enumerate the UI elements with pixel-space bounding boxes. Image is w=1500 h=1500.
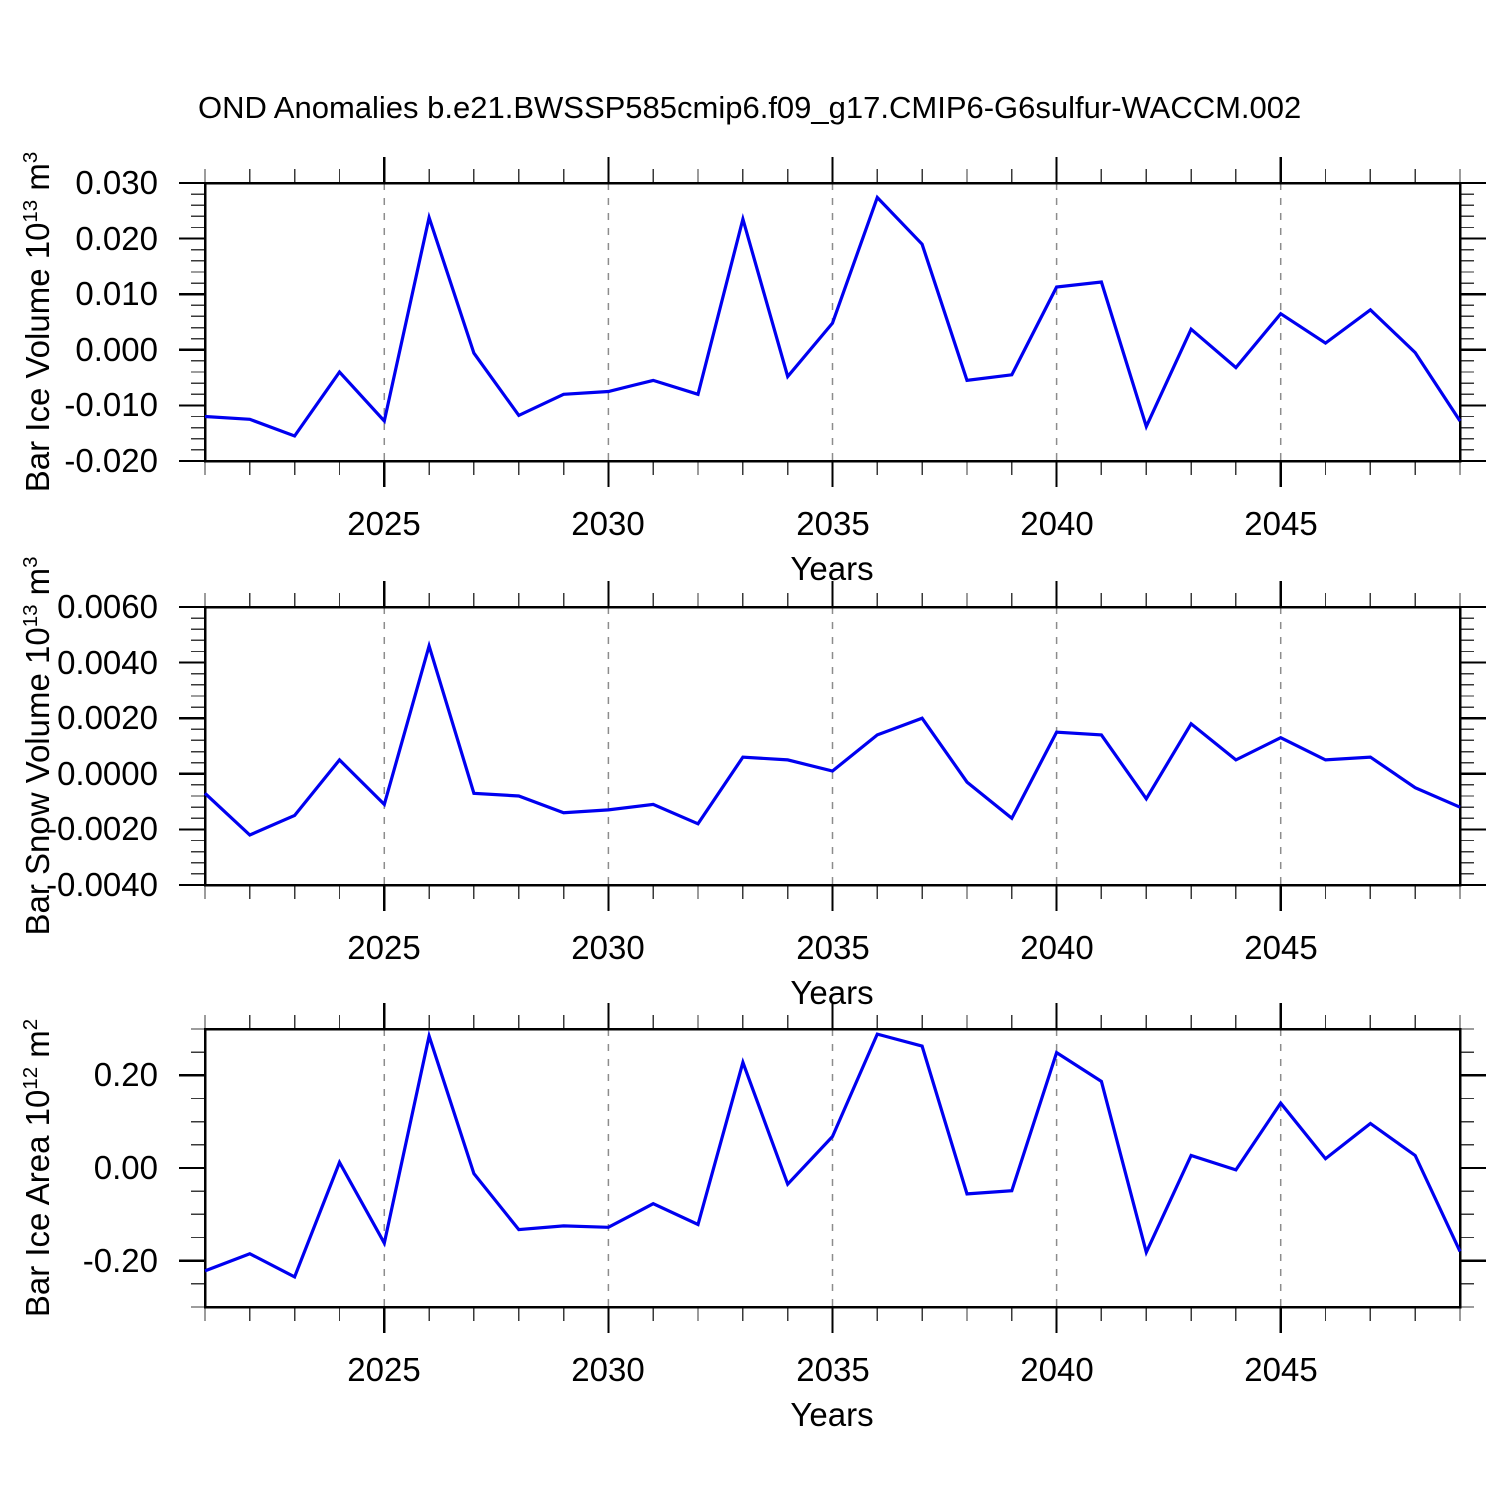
exponent: 13 [19, 199, 42, 223]
x-tick-label: 2035 [796, 505, 870, 542]
x-axis-label-years: Years [790, 974, 874, 1011]
y-tick-label: 0.20 [93, 1056, 158, 1093]
minor-ticks [191, 169, 1474, 475]
x-tick-label: 2025 [347, 929, 421, 966]
x-tick-label: 2035 [796, 929, 870, 966]
chart-title: OND Anomalies b.e21.BWSSP585cmip6.f09_g1… [198, 90, 1302, 125]
data-line-snow-volume [203, 640, 1461, 837]
x-tick-label: 2025 [347, 505, 421, 542]
x-tick-label: 2040 [1020, 505, 1094, 542]
y-tick-label: -0.0040 [46, 866, 158, 903]
y-tick-label: 0.000 [75, 331, 158, 368]
x-tick-label: 2040 [1020, 929, 1094, 966]
exponent: 3 [19, 151, 42, 164]
data-line-ice-volume [204, 194, 1462, 438]
major-ticks [179, 157, 1486, 487]
y-tick-label: -0.020 [64, 442, 158, 479]
y-tick-label: -0.010 [64, 386, 158, 423]
y-tick-label: -0.20 [82, 1242, 158, 1279]
y-tick-label: 0.030 [75, 164, 158, 201]
panel-ice-area [179, 1003, 1486, 1333]
x-tick-label: 2030 [571, 1351, 645, 1388]
y-tick-label: 0.0020 [57, 699, 158, 736]
y-tick-label: 0.0000 [57, 755, 158, 792]
x-tick-label: 2045 [1244, 929, 1318, 966]
x-tick-label: 2035 [796, 1351, 870, 1388]
y-tick-label: 0.010 [75, 275, 158, 312]
x-tick-label: 2025 [347, 1351, 421, 1388]
y-tick-label: 0.0040 [57, 644, 158, 681]
y-axis-label-text: Bar Ice Area 10 [19, 1089, 56, 1318]
panel-ice-volume [179, 157, 1486, 487]
y-tick-label: 0.00 [93, 1149, 158, 1186]
x-tick-label: 2030 [571, 929, 645, 966]
major-ticks [179, 581, 1486, 911]
plot-frame [203, 605, 1462, 887]
x-tick-label: 2040 [1020, 1351, 1094, 1388]
y-tick-label: -0.0020 [46, 810, 158, 847]
major-ticks [179, 1003, 1486, 1333]
y-tick-label: 0.0060 [57, 588, 158, 625]
x-tick-label: 2030 [571, 505, 645, 542]
exponent: 3 [19, 556, 42, 568]
y-tick-label: 0.020 [75, 220, 158, 257]
plot-frame [203, 181, 1462, 463]
x-axis-label-years: Years [790, 550, 874, 587]
x-tick-label: 2045 [1244, 1351, 1318, 1388]
plot-frame [203, 1027, 1462, 1309]
exponent: 2 [19, 1018, 42, 1031]
data-line-ice-area [204, 1029, 1462, 1280]
grid-lines [383, 607, 1282, 885]
x-axis-label-years: Years [790, 1396, 874, 1433]
panel-snow-volume [179, 581, 1486, 911]
x-tick-label: 2045 [1244, 505, 1318, 542]
minor-ticks [191, 593, 1474, 899]
grid-lines [383, 1029, 1282, 1307]
minor-ticks [191, 1015, 1474, 1321]
